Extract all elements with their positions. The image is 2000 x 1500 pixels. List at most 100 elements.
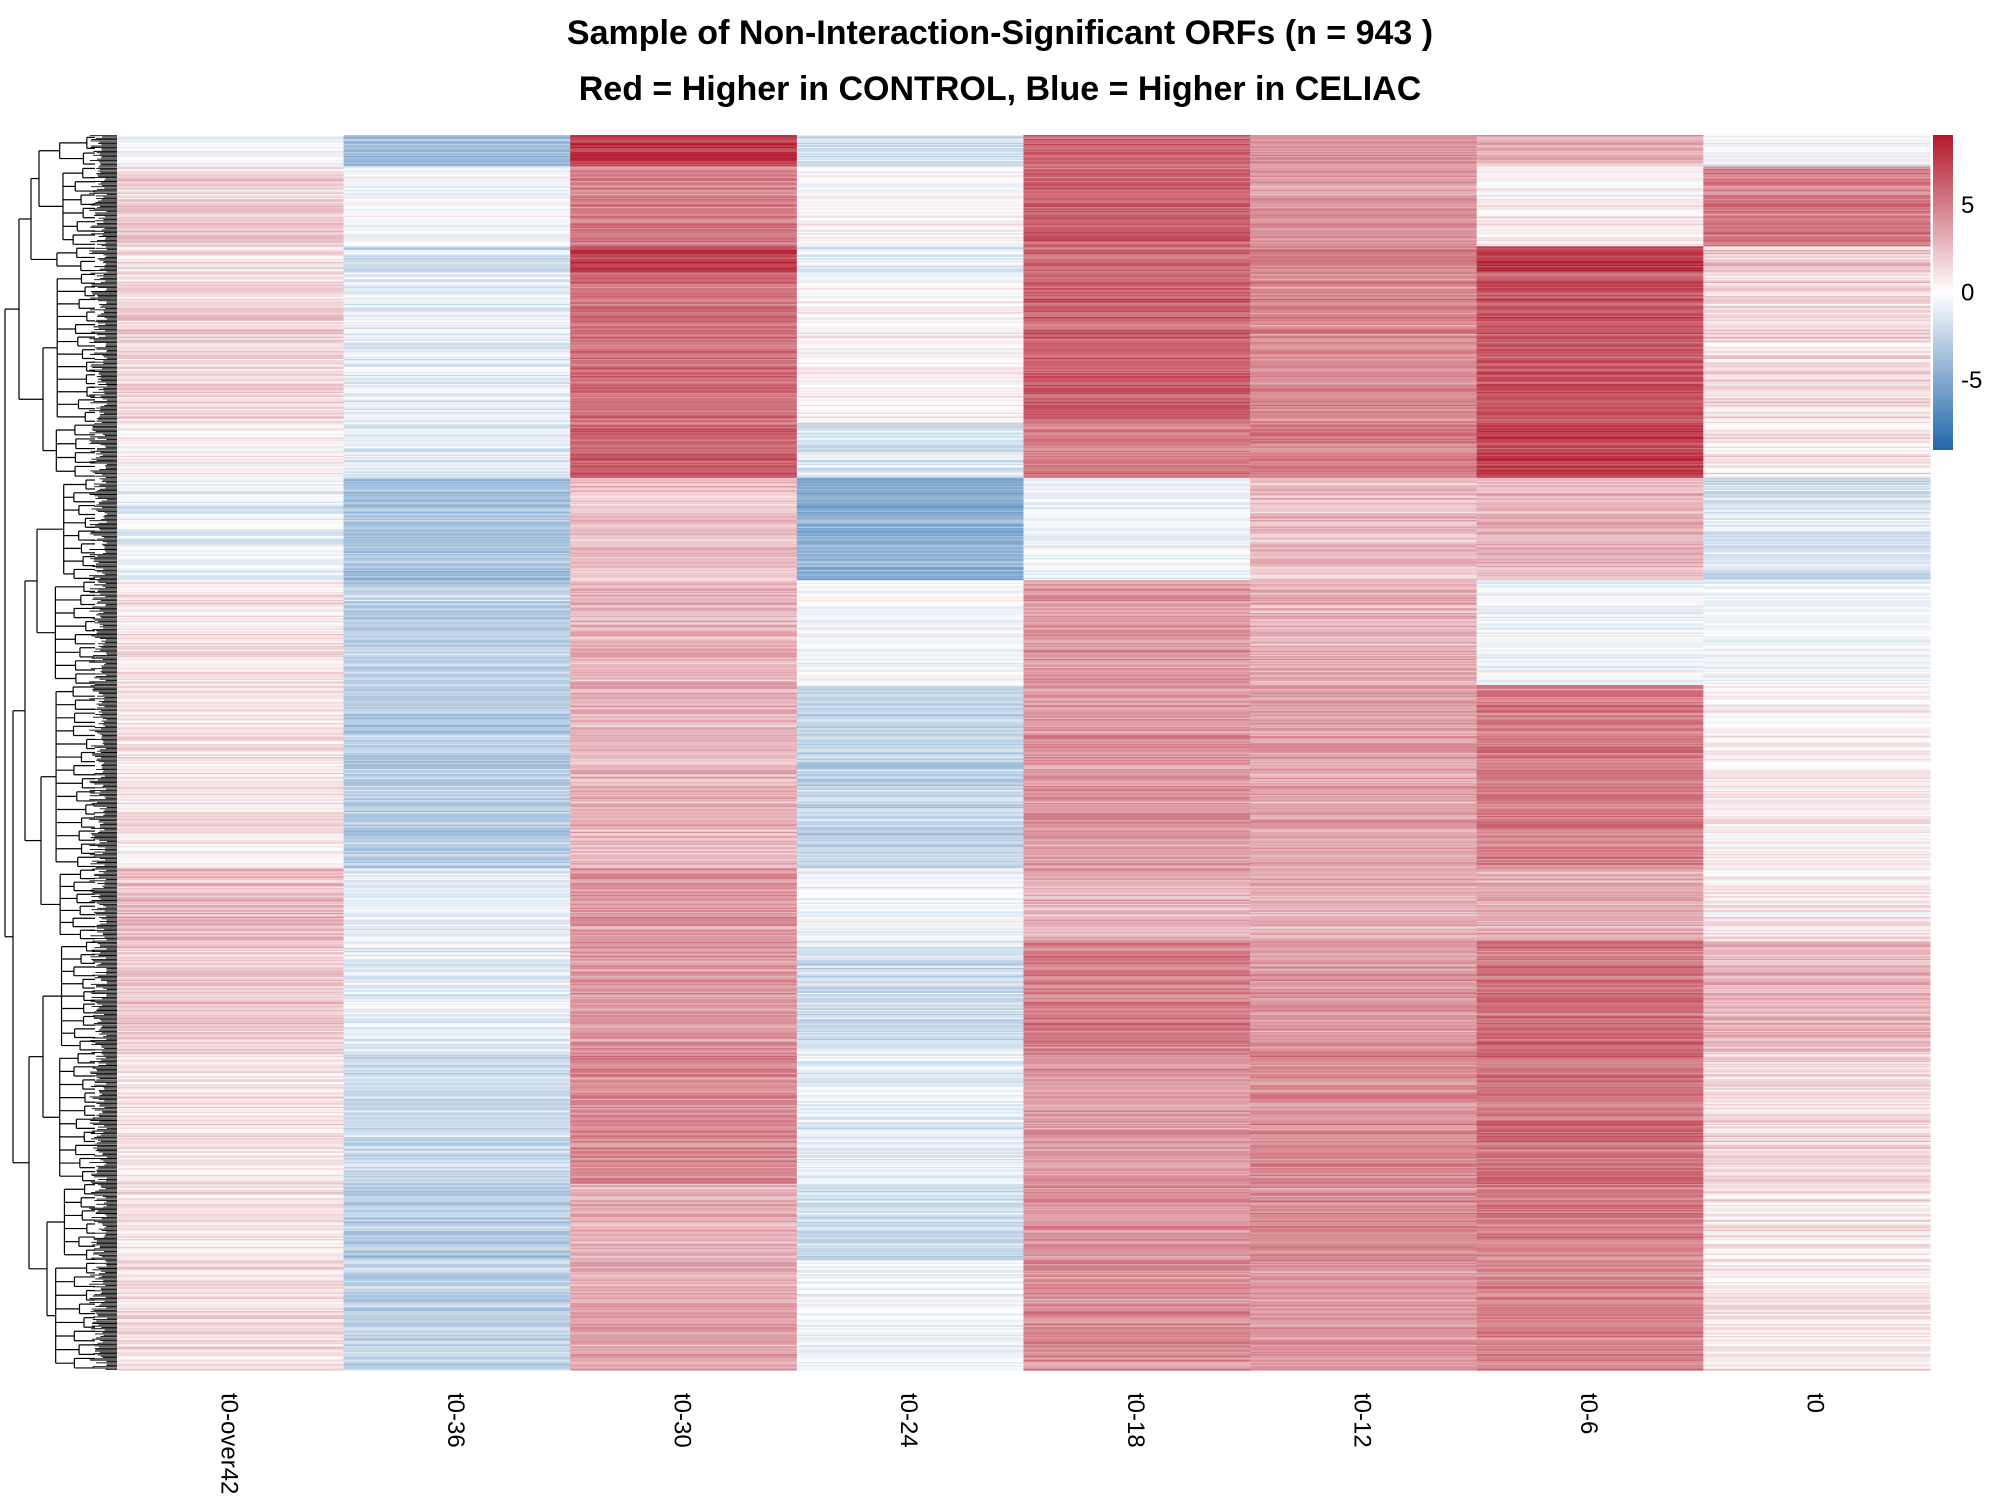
heatmap-cell: [117, 926, 345, 928]
heatmap-cell: [343, 1091, 571, 1093]
heatmap-cell: [570, 1110, 798, 1113]
heatmap-cell: [570, 534, 798, 537]
heatmap-cell: [117, 1176, 345, 1179]
heatmap-cell: [570, 1181, 798, 1184]
heatmap-cell: [343, 592, 571, 594]
heatmap-cell: [117, 500, 345, 503]
heatmap-cell: [796, 983, 1025, 986]
heatmap-cell: [117, 1155, 345, 1158]
heatmap-cell: [570, 711, 798, 714]
heatmap-cell: [570, 561, 798, 564]
heatmap-cell: [343, 1094, 571, 1097]
heatmap-cell: [796, 505, 1025, 508]
heatmap-cell: [117, 677, 345, 680]
heatmap-cell: [570, 508, 798, 511]
heatmap-cell: [343, 1236, 571, 1239]
heatmap-cell: [796, 1148, 1025, 1151]
heatmap-cell: [117, 1064, 345, 1067]
heatmap-cell: [343, 246, 571, 249]
heatmap-cell: [117, 1101, 345, 1104]
heatmap-cell: [117, 1262, 345, 1265]
heatmap-cell: [796, 1063, 1025, 1066]
heatmap-cell: [570, 670, 798, 673]
heatmap-cell: [570, 440, 798, 443]
heatmap-cell: [570, 967, 798, 970]
heatmap-cell: [796, 1017, 1025, 1020]
heatmap-cell: [796, 630, 1025, 632]
heatmap-cell: [796, 1051, 1025, 1054]
heatmap-cell: [117, 1139, 345, 1142]
heatmap-cell: [117, 1112, 345, 1114]
heatmap-cell: [117, 374, 345, 377]
heatmap-cell: [117, 569, 345, 572]
heatmap-cell: [343, 946, 571, 949]
heatmap-cell: [117, 651, 345, 653]
heatmap-cell: [570, 954, 798, 957]
heatmap-cell: [343, 201, 571, 204]
heatmap-cell: [117, 208, 345, 211]
heatmap-cell: [570, 1236, 798, 1239]
heatmap-cell: [796, 888, 1025, 890]
heatmap-cell: [796, 986, 1025, 989]
heatmap-cell: [343, 552, 571, 555]
heatmap-cell: [796, 874, 1025, 877]
heatmap-cell: [570, 836, 798, 839]
heatmap-cell: [796, 763, 1025, 766]
heatmap-cell: [570, 1206, 798, 1209]
heatmap-cell: [570, 310, 798, 313]
heatmap-cell: [796, 162, 1025, 165]
heatmap-cell: [570, 1228, 798, 1231]
heatmap-cell: [117, 1093, 345, 1096]
heatmap-cell: [796, 408, 1025, 411]
heatmap-cell: [570, 763, 798, 766]
heatmap-cell: [117, 558, 345, 560]
heatmap-cell: [796, 187, 1025, 190]
heatmap-cell: [117, 882, 345, 885]
heatmap-cell: [570, 1334, 798, 1337]
heatmap-cell: [343, 379, 571, 382]
heatmap-cell: [796, 1000, 1025, 1003]
heatmap-cell: [570, 664, 798, 667]
heatmap-cell: [796, 675, 1025, 678]
heatmap-cell: [570, 1351, 798, 1354]
heatmap-cell: [343, 362, 571, 365]
heatmap-cell: [117, 590, 345, 593]
heatmap-cell: [117, 1034, 345, 1037]
heatmap-cell: [343, 1253, 571, 1256]
heatmap-cell: [343, 192, 571, 195]
heatmap-cell: [343, 351, 571, 353]
heatmap-cell: [117, 480, 345, 483]
heatmap-cell: [796, 1157, 1025, 1160]
heatmap-cell: [117, 1102, 345, 1105]
heatmap-cell: [796, 757, 1025, 759]
heatmap-cell: [796, 707, 1025, 710]
heatmap-cell: [796, 322, 1025, 325]
heatmap-cell: [796, 188, 1025, 191]
heatmap-cell: [343, 1359, 571, 1362]
heatmap-cell: [570, 188, 798, 191]
heatmap-cell: [796, 227, 1025, 230]
heatmap-cell: [117, 172, 345, 175]
heatmap-cell: [796, 393, 1025, 395]
heatmap-cell: [343, 851, 571, 854]
heatmap-cell: [343, 216, 571, 219]
heatmap-cell: [343, 213, 571, 216]
heatmap-cell: [796, 785, 1025, 788]
heatmap-cell: [117, 1118, 345, 1121]
heatmap-cell: [343, 922, 571, 925]
heatmap-cell: [796, 1105, 1025, 1108]
heatmap-cell: [796, 504, 1025, 507]
heatmap-cell: [117, 1278, 345, 1281]
heatmap-cell: [570, 1278, 798, 1281]
heatmap-cell: [796, 894, 1025, 897]
heatmap-cell: [570, 226, 798, 229]
heatmap-cell: [570, 719, 798, 722]
heatmap-cell: [796, 142, 1025, 145]
heatmap-cell: [570, 706, 798, 708]
heatmap-cell: [343, 808, 571, 811]
heatmap-cell: [117, 548, 345, 551]
heatmap-cell: [343, 706, 571, 708]
heatmap-cell: [343, 1254, 571, 1257]
heatmap-cell: [796, 175, 1025, 178]
heatmap-cell: [343, 448, 571, 450]
